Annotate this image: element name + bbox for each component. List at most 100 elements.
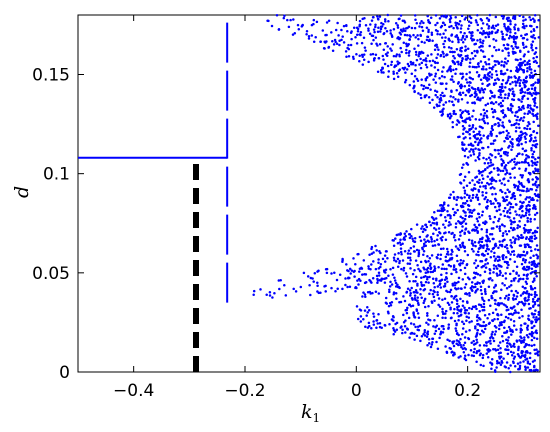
chaos-point — [459, 245, 462, 249]
chaos-point — [423, 297, 427, 301]
chaos-point — [460, 97, 464, 101]
chaos-point — [452, 264, 456, 267]
chaos-point — [505, 232, 509, 236]
chaos-point — [420, 84, 423, 87]
chaos-point — [532, 33, 535, 37]
chaos-point — [536, 78, 540, 82]
chaos-point — [523, 135, 527, 139]
chaos-point — [460, 308, 463, 311]
chaos-point — [452, 190, 455, 194]
chaos-point — [531, 153, 535, 156]
chaos-point — [518, 316, 521, 320]
chaos-point — [407, 233, 411, 236]
chaos-point — [424, 260, 428, 264]
chaos-point — [449, 14, 452, 17]
chaos-point — [459, 355, 462, 358]
chaos-point — [471, 305, 475, 309]
chaos-point — [377, 271, 381, 275]
chaos-point — [456, 331, 459, 335]
chaos-point — [505, 47, 508, 51]
chaos-point — [324, 268, 328, 271]
chaos-point — [475, 137, 479, 141]
chaos-point — [512, 90, 515, 93]
chaos-point — [483, 324, 487, 328]
chaos-point — [497, 78, 501, 81]
chaos-point — [486, 262, 490, 265]
chaos-point — [445, 350, 449, 354]
chaos-point — [411, 298, 414, 301]
chaos-point — [376, 277, 379, 281]
chaos-point — [450, 253, 453, 256]
chaos-point — [529, 235, 532, 239]
chaos-point — [507, 308, 510, 311]
chaos-point — [507, 179, 510, 183]
chaos-point — [488, 271, 492, 275]
chaos-point — [475, 21, 478, 24]
chaos-point — [497, 351, 501, 355]
chaos-point — [459, 113, 463, 117]
chaos-point — [477, 253, 480, 257]
chaos-point — [532, 97, 535, 101]
chaos-point — [493, 259, 497, 262]
chaos-point — [324, 290, 327, 293]
chaos-point — [388, 288, 391, 292]
chaos-point — [433, 60, 437, 64]
chaos-point — [486, 135, 489, 139]
chaos-point — [430, 237, 433, 241]
chaos-point — [450, 301, 454, 304]
chaos-point — [486, 181, 489, 185]
chaos-point — [483, 111, 487, 115]
chaos-point — [493, 333, 497, 336]
chaos-point — [416, 301, 420, 305]
chaos-point — [428, 83, 431, 87]
chaos-point — [413, 89, 416, 93]
chaos-point — [468, 132, 471, 136]
chaos-point — [498, 244, 502, 247]
chaos-point — [345, 24, 348, 28]
chaos-point — [483, 55, 487, 58]
chaos-point — [446, 290, 449, 294]
chaos-point — [509, 205, 512, 209]
chaos-point — [463, 341, 467, 345]
chaos-point — [441, 331, 445, 334]
chaos-point — [433, 66, 437, 69]
chaos-point — [405, 275, 409, 278]
chaos-point — [431, 59, 435, 62]
chaos-point — [338, 39, 341, 43]
chaos-point — [419, 66, 423, 70]
chaos-point — [516, 58, 519, 62]
chaos-point — [497, 89, 501, 93]
chaos-point — [521, 132, 525, 135]
chaos-point — [359, 31, 363, 34]
chaos-point — [442, 203, 446, 206]
chaos-point — [455, 270, 458, 274]
chaos-point — [514, 210, 517, 213]
chaos-point — [503, 140, 506, 143]
chaos-point — [500, 63, 503, 67]
chaos-point — [521, 350, 525, 353]
chaos-point — [491, 247, 495, 250]
chaos-point — [504, 86, 507, 89]
chaos-point — [489, 132, 492, 135]
chaos-point — [422, 301, 425, 305]
chaos-point — [513, 194, 516, 198]
chaos-point — [519, 67, 523, 71]
chaos-point — [525, 326, 529, 329]
chaos-point — [503, 96, 507, 100]
chaos-point — [513, 93, 516, 96]
chaos-point — [450, 75, 454, 78]
chaos-point — [431, 337, 434, 341]
chaos-point — [512, 253, 516, 256]
chaos-point — [488, 215, 491, 218]
chaos-point — [517, 98, 520, 101]
chaos-point — [432, 295, 436, 299]
chaos-point — [409, 322, 413, 325]
chaos-point — [519, 173, 522, 177]
chaos-point — [515, 340, 519, 343]
chaos-point — [479, 60, 483, 63]
chaos-point — [491, 311, 495, 315]
chaos-point — [521, 253, 525, 257]
chaos-point — [457, 248, 461, 252]
chaos-point — [460, 14, 464, 18]
chaos-point — [533, 237, 537, 241]
